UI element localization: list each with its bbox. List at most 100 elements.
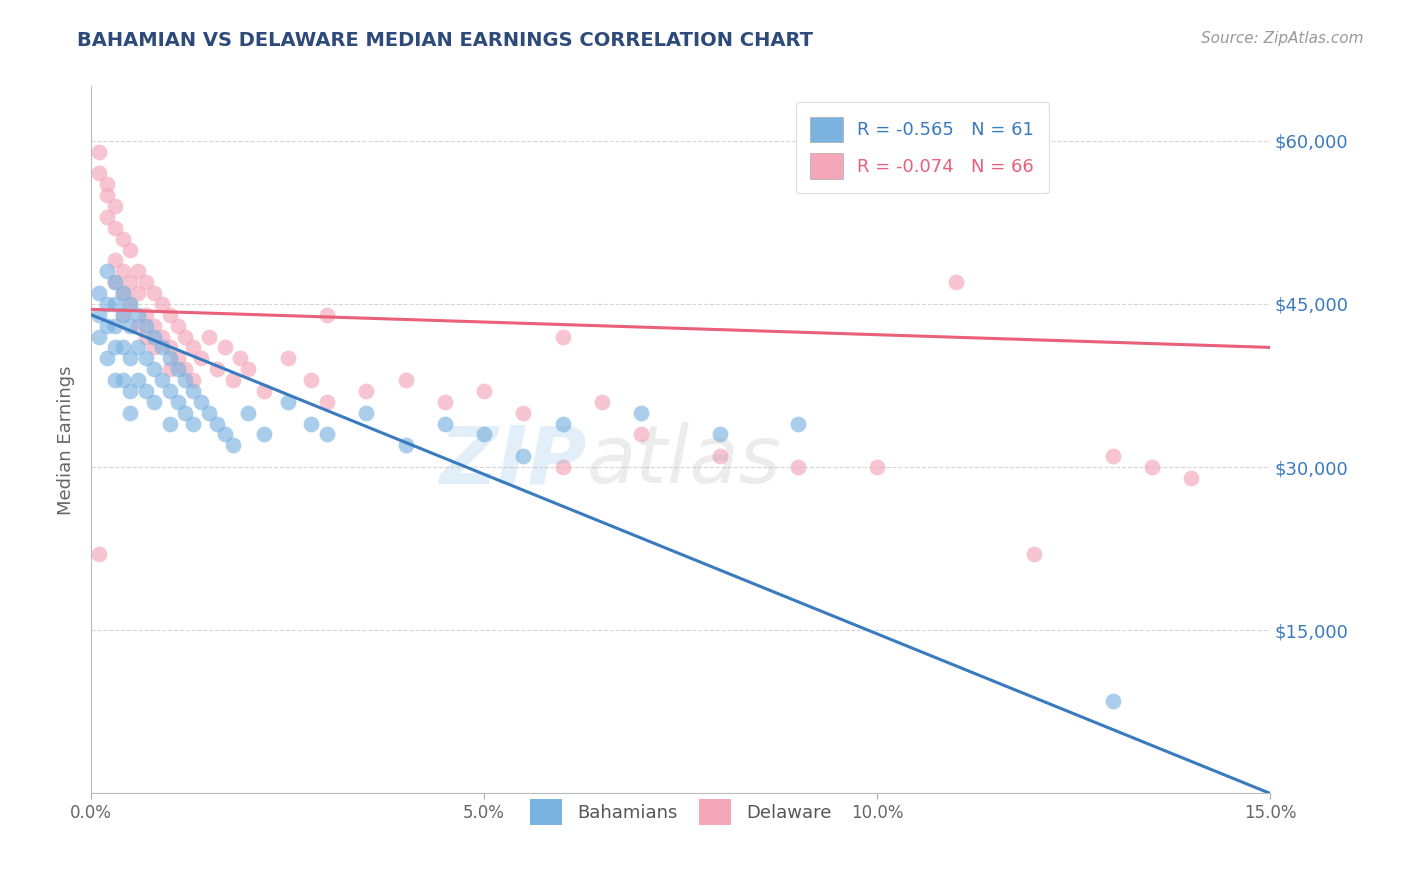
Point: [472, 427, 495, 442]
Point: [1101, 694, 1123, 708]
Text: atlas: atlas: [586, 422, 780, 500]
Point: [166, 362, 188, 376]
Point: [174, 373, 197, 387]
Point: [104, 275, 127, 289]
Point: [87, 308, 110, 322]
Point: [87, 145, 110, 159]
Point: [190, 351, 212, 366]
Point: [104, 253, 127, 268]
Point: [150, 297, 173, 311]
Point: [394, 438, 416, 452]
Point: [394, 373, 416, 387]
Point: [135, 384, 157, 398]
Point: [238, 406, 260, 420]
Point: [205, 417, 228, 431]
Point: [104, 318, 127, 333]
Point: [277, 394, 299, 409]
Point: [87, 166, 110, 180]
Point: [551, 417, 574, 431]
Point: [214, 340, 236, 354]
Point: [111, 308, 134, 322]
Point: [96, 351, 118, 366]
Point: [120, 384, 142, 398]
Point: [127, 318, 149, 333]
Point: [159, 351, 181, 366]
Point: [512, 449, 534, 463]
Point: [945, 275, 967, 289]
Point: [238, 362, 260, 376]
Legend: Bahamians, Delaware: Bahamians, Delaware: [520, 790, 841, 834]
Point: [87, 547, 110, 561]
Point: [120, 297, 142, 311]
Point: [143, 340, 166, 354]
Point: [104, 220, 127, 235]
Point: [143, 394, 166, 409]
Point: [135, 329, 157, 343]
Point: [1024, 547, 1046, 561]
Point: [120, 297, 142, 311]
Point: [135, 318, 157, 333]
Point: [159, 308, 181, 322]
Point: [104, 373, 127, 387]
Point: [214, 427, 236, 442]
Point: [96, 297, 118, 311]
Point: [111, 285, 134, 300]
Point: [277, 351, 299, 366]
Point: [512, 406, 534, 420]
Point: [111, 285, 134, 300]
Text: Source: ZipAtlas.com: Source: ZipAtlas.com: [1201, 31, 1364, 46]
Point: [221, 373, 243, 387]
Point: [354, 406, 377, 420]
Point: [198, 329, 221, 343]
Point: [150, 373, 173, 387]
Point: [181, 340, 204, 354]
Point: [111, 373, 134, 387]
Point: [174, 406, 197, 420]
Point: [104, 275, 127, 289]
Point: [166, 394, 188, 409]
Point: [159, 340, 181, 354]
Point: [120, 243, 142, 257]
Point: [630, 406, 652, 420]
Point: [229, 351, 252, 366]
Point: [221, 438, 243, 452]
Point: [166, 351, 188, 366]
Point: [96, 210, 118, 224]
Point: [127, 373, 149, 387]
Point: [96, 188, 118, 202]
Point: [143, 362, 166, 376]
Text: BAHAMIAN VS DELAWARE MEDIAN EARNINGS CORRELATION CHART: BAHAMIAN VS DELAWARE MEDIAN EARNINGS COR…: [77, 31, 813, 50]
Point: [143, 285, 166, 300]
Point: [181, 373, 204, 387]
Point: [87, 329, 110, 343]
Point: [472, 384, 495, 398]
Point: [190, 394, 212, 409]
Point: [104, 199, 127, 213]
Point: [96, 318, 118, 333]
Point: [299, 373, 322, 387]
Point: [433, 394, 456, 409]
Point: [316, 394, 339, 409]
Point: [181, 384, 204, 398]
Point: [135, 275, 157, 289]
Point: [205, 362, 228, 376]
Point: [787, 460, 810, 475]
Point: [159, 384, 181, 398]
Point: [253, 427, 276, 442]
Point: [166, 318, 188, 333]
Point: [551, 329, 574, 343]
Point: [111, 308, 134, 322]
Point: [127, 340, 149, 354]
Point: [135, 308, 157, 322]
Point: [143, 318, 166, 333]
Point: [159, 417, 181, 431]
Point: [1140, 460, 1163, 475]
Point: [253, 384, 276, 398]
Point: [709, 449, 731, 463]
Text: ZIP: ZIP: [439, 422, 586, 500]
Point: [174, 329, 197, 343]
Point: [354, 384, 377, 398]
Point: [709, 427, 731, 442]
Point: [96, 264, 118, 278]
Point: [120, 351, 142, 366]
